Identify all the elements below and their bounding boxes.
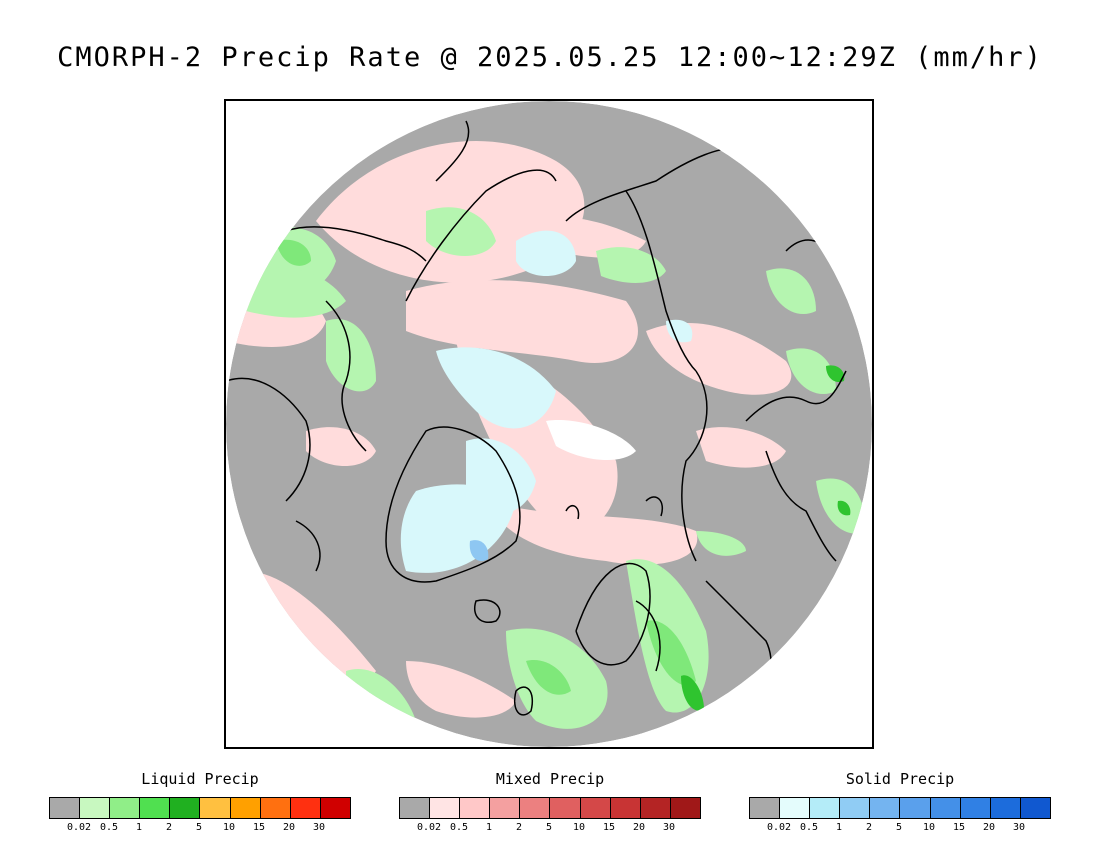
legend-swatch: [80, 798, 111, 818]
legend-swatch: [960, 798, 991, 818]
legend-tick-label: 1: [835, 822, 843, 833]
legend-swatch: [400, 798, 431, 818]
legend-tick-label: 0.02: [416, 822, 442, 833]
legend-title: Mixed Precip: [495, 770, 605, 788]
legend-swatch: [670, 798, 700, 818]
legend-tick-label: 10: [572, 822, 586, 833]
legend-tick-label: 1: [485, 822, 493, 833]
legend-swatch: [900, 798, 931, 818]
legend-tick-label: 0.02: [766, 822, 792, 833]
polar-precip-map: [224, 99, 874, 749]
legend-swatch: [320, 798, 350, 818]
legend-tick-label: 5: [195, 822, 203, 833]
legend-tick-label: 30: [312, 822, 326, 833]
legend-swatches: [749, 797, 1051, 819]
legend-tick-label: 30: [1012, 822, 1026, 833]
legend-tick-label: 10: [922, 822, 936, 833]
legend-swatch: [610, 798, 641, 818]
legend-swatch: [520, 798, 551, 818]
legend-tick-label: 1: [135, 822, 143, 833]
legend-swatch: [230, 798, 261, 818]
legend-swatch: [640, 798, 671, 818]
liquid-precip-legend: Liquid Precip 0.02 0.5 1 2 5 10 15 20 30: [49, 770, 351, 836]
legend-ticks: 0.02 0.5 1 2 5 10 15 20 30: [49, 822, 349, 836]
legend-tick-label: 2: [165, 822, 173, 833]
legend-swatch: [990, 798, 1021, 818]
legend-swatch: [260, 798, 291, 818]
no-data-area: [546, 420, 636, 461]
solid-precip-legend: Solid Precip 0.02 0.5 1 2 5 10 15 20 30: [749, 770, 1051, 836]
legend-tick-label: 30: [662, 822, 676, 833]
legend-swatch: [810, 798, 841, 818]
legend-tick-label: 0.5: [449, 822, 469, 833]
legend-title: Solid Precip: [845, 770, 955, 788]
legend-swatch: [780, 798, 811, 818]
light-solid-precip-areas: [400, 230, 693, 573]
legend-tick-label: 5: [895, 822, 903, 833]
legend-tick-label: 5: [545, 822, 553, 833]
legend-tick-label: 2: [865, 822, 873, 833]
medium-solid-precip-areas: [469, 540, 489, 561]
legend-tick-label: 0.5: [99, 822, 119, 833]
legend-tick-label: 20: [982, 822, 996, 833]
legend-tick-label: 20: [632, 822, 646, 833]
legend-title: Liquid Precip: [141, 770, 259, 788]
legend-swatch: [110, 798, 141, 818]
legend-swatch: [140, 798, 171, 818]
legend-tick-label: 2: [515, 822, 523, 833]
legend-swatch: [870, 798, 901, 818]
legend-ticks: 0.02 0.5 1 2 5 10 15 20 30: [749, 822, 1049, 836]
legend-tick-label: 0.02: [66, 822, 92, 833]
legend-swatch: [750, 798, 781, 818]
legend-swatch: [930, 798, 961, 818]
legend-tick-label: 15: [602, 822, 616, 833]
legend-tick-label: 15: [252, 822, 266, 833]
legend-swatch: [1020, 798, 1050, 818]
legend-swatch: [460, 798, 491, 818]
legend-swatch: [290, 798, 321, 818]
legend-ticks: 0.02 0.5 1 2 5 10 15 20 30: [399, 822, 699, 836]
legend-swatch: [50, 798, 81, 818]
legend-tick-label: 15: [952, 822, 966, 833]
legend-swatch: [430, 798, 461, 818]
map-title: CMORPH-2 Precip Rate @ 2025.05.25 12:00~…: [57, 42, 1043, 73]
legend-swatch: [490, 798, 521, 818]
legend-swatch: [580, 798, 611, 818]
legend-swatch: [840, 798, 871, 818]
legend-tick-label: 10: [222, 822, 236, 833]
coastlines: [226, 120, 847, 716]
map-disc: [226, 101, 872, 747]
legend-swatches: [399, 797, 701, 819]
legend-swatch: [170, 798, 201, 818]
legend-swatches: [49, 797, 351, 819]
legend-tick-label: 20: [282, 822, 296, 833]
legend-swatch: [550, 798, 581, 818]
legend-tick-label: 0.5: [799, 822, 819, 833]
legend-swatch: [200, 798, 231, 818]
mixed-precip-legend: Mixed Precip 0.02 0.5 1 2 5 10 15 20 30: [399, 770, 701, 836]
precip-map-canvas: [226, 101, 872, 747]
